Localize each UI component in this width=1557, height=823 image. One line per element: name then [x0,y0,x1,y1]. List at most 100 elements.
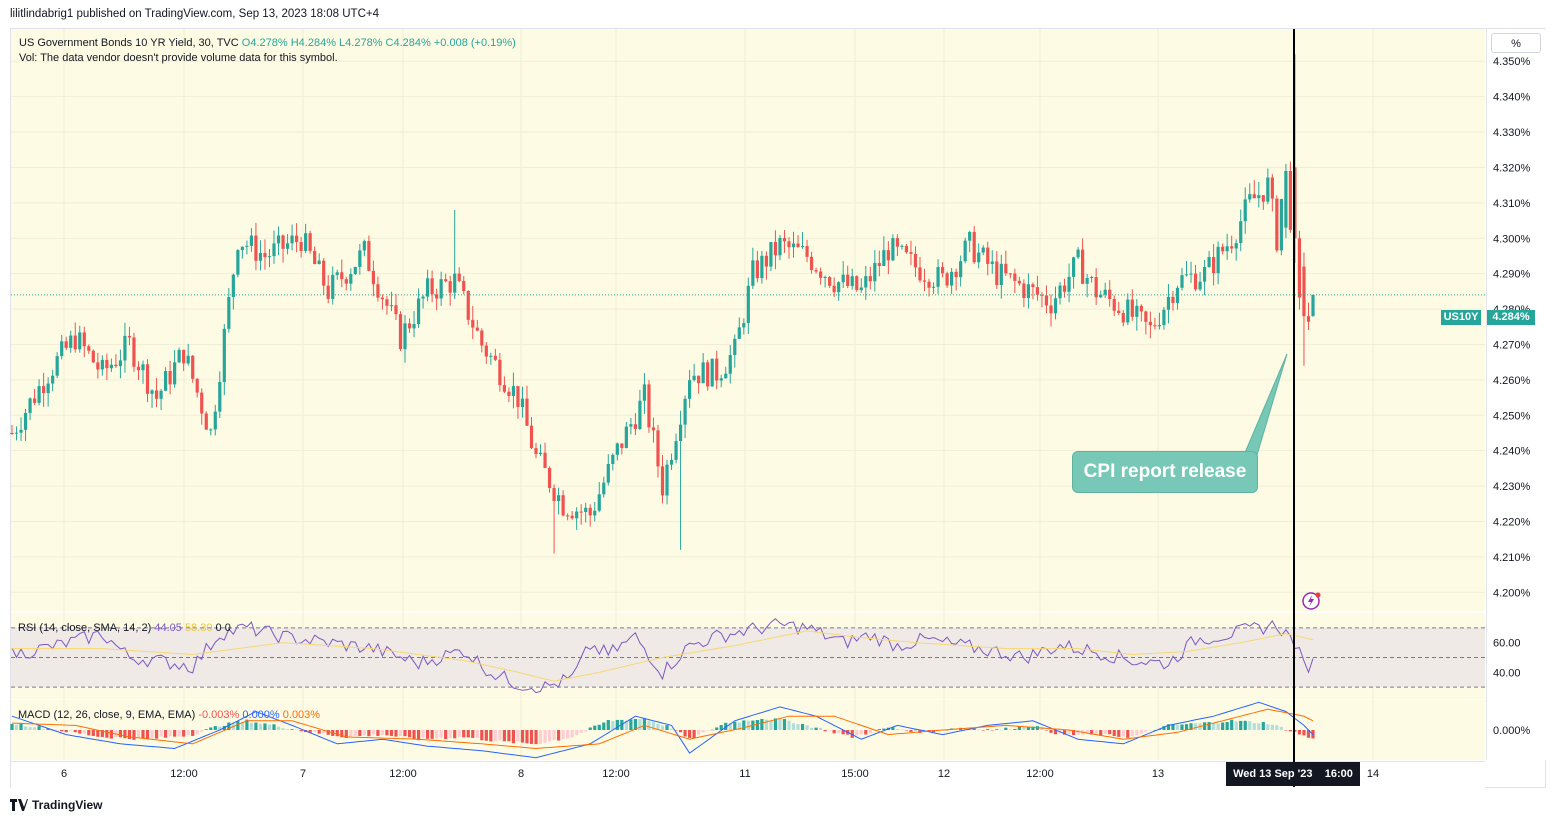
candle-body [669,459,674,465]
macd-histogram-bar [1013,728,1017,730]
macd-histogram-bar [1040,727,1044,730]
time-axis-label: 6 [61,768,67,780]
volume-note: Vol: The data vendor doesn't provide vol… [19,52,338,64]
macd-histogram-bar [475,730,479,738]
macd-histogram-bar [209,727,213,730]
rsi-legend[interactable]: RSI (14, close, SMA, 14, 2) 44.05 58.30 … [18,622,231,634]
candle-body [1062,285,1067,292]
candle-body [638,400,642,429]
candle-body [100,359,104,370]
legend-change: +0.008 (+0.19%) [433,37,516,49]
price-axis[interactable] [1486,29,1546,760]
candle-body [127,335,132,338]
crosshair-date: Wed 13 Sep '23 [1233,768,1313,780]
candle-body [995,261,999,286]
macd-histogram-bar [715,727,719,730]
tradingview-footer[interactable]: TradingView [10,798,102,812]
macd-histogram-bar [891,727,895,730]
macd-histogram-bar [1130,730,1134,737]
macd-histogram-bar [340,730,344,738]
candle-body [136,366,141,371]
price-axis-label: 4.200% [1493,587,1531,599]
macd-histogram-bar [525,730,529,744]
candle-body [1270,177,1274,199]
macd-legend[interactable]: MACD (12, 26, close, 9, EMA, EMA) -0.003… [18,709,320,721]
macd-histogram-bar [46,728,50,730]
macd-histogram-bar [136,730,141,738]
candle-body [1279,199,1283,251]
candle-body [597,494,601,511]
macd-histogram-bar [236,721,240,730]
candle-body [918,267,922,281]
macd-histogram-bar [805,725,809,730]
candle-body [385,299,389,306]
macd-histogram-bar [313,730,317,732]
macd-histogram-bar [37,726,41,730]
macd-histogram-bar [457,730,461,737]
macd-histogram-bar [837,730,841,734]
candle-body [73,335,77,350]
cpi-callout[interactable]: CPI report release [1072,451,1258,493]
macd-histogram-bar [498,730,502,741]
macd-histogram-bar [1162,726,1166,730]
macd-histogram-bar [204,729,208,730]
macd-histogram-bar [60,730,64,732]
macd-histogram-bar [159,730,163,737]
macd-histogram-bar [82,730,86,734]
macd-histogram-bar [123,730,127,739]
price-axis-label: 4.270% [1493,339,1531,351]
macd-histogram-bar [760,718,764,730]
percent-scale-button[interactable]: % [1491,33,1541,53]
candle-body [1067,276,1071,292]
candle-body [656,430,660,467]
macd-histogram-bar [1221,722,1225,730]
candle-body [1162,309,1166,326]
candle-body [602,482,606,495]
macd-histogram-bar [778,719,782,730]
macd-histogram-bar [168,730,172,737]
macd-histogram-bar [1230,719,1234,730]
lightning-bolt-icon [1308,595,1314,607]
macd-histogram-bar [1252,723,1256,730]
symbol-title: US Government Bonds 10 YR Yield, 30, TVC [19,37,239,49]
macd-histogram-bar [435,730,439,739]
candle-body [719,378,723,381]
candle-body [308,233,312,251]
candle-body [547,467,552,488]
candle-body [394,305,398,315]
macd-histogram-bar [263,723,267,730]
macd-histogram-bar [444,730,448,739]
candle-body [91,350,95,363]
time-axis-label: 12:00 [389,768,417,780]
candle-body [674,441,678,460]
macd-histogram-bar [407,730,412,738]
macd-histogram-bar [421,730,425,738]
rsi-value-4: 0 [224,622,231,634]
candle-body [19,429,23,433]
candle-body [678,424,683,442]
candle-body [231,274,235,298]
macd-histogram-bar [403,730,407,737]
candle-body [1221,246,1225,252]
macd-histogram-bar [385,730,389,736]
macd-histogram-bar [96,730,100,737]
candle-body [1171,296,1175,303]
candle-body [276,235,281,244]
price-axis-label: 4.220% [1493,516,1531,528]
time-axis-label: 12:00 [1026,768,1054,780]
macd-histogram-bar [809,727,814,730]
candle-body [511,386,516,396]
macd-histogram-bar [299,730,303,732]
candle-body [606,463,610,483]
macd-histogram-bar [1144,730,1148,732]
candle-body [1284,170,1288,228]
candle-body [891,238,895,261]
candle-body [507,391,511,396]
macd-line-value: 0.000% [242,709,280,721]
macd-histogram-bar [502,730,506,742]
macd-histogram-bar [412,730,416,740]
candle-body [389,305,394,307]
candle-body [1103,289,1107,295]
macd-histogram-bar [1126,730,1130,738]
macd-histogram-bar [1049,730,1053,733]
